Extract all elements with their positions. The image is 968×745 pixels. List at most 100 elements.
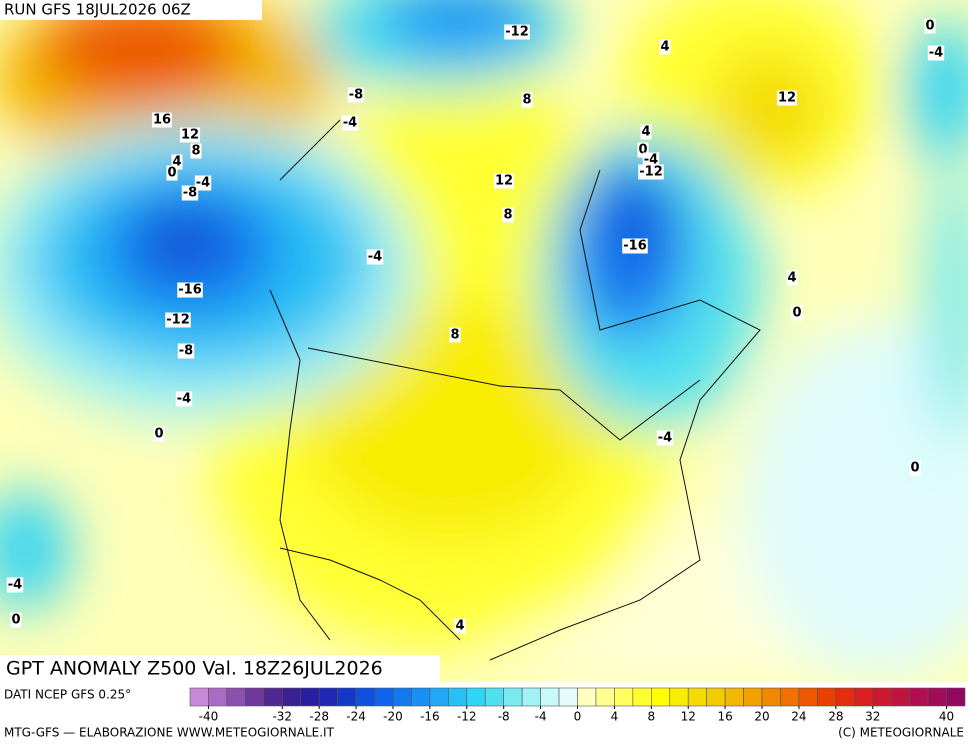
colorbar-tick-label: -28 <box>309 710 329 724</box>
copyright-label: (C) METEOGIORNALE <box>838 726 964 740</box>
contour-label-bg <box>924 18 936 34</box>
colorbar-tick-label: -12 <box>457 710 477 724</box>
contour-label-bg <box>909 460 921 476</box>
contour-label: -12 <box>166 313 190 328</box>
contour-label-bg <box>786 270 798 286</box>
contour-label: 0 <box>792 306 801 321</box>
colorbar-swatch <box>337 687 357 707</box>
contour-label: 8 <box>191 144 200 159</box>
contour-label-bg <box>171 154 183 170</box>
colorbar-swatch <box>724 687 744 707</box>
colorbar-swatch <box>558 687 578 707</box>
contour-label-bg <box>502 207 514 223</box>
contour-label: 4 <box>641 125 650 140</box>
colorbar-tick-label: -8 <box>498 710 510 724</box>
contour-label-bg <box>642 152 660 168</box>
colorbar-swatch <box>226 687 246 707</box>
contour-label: 16 <box>153 113 171 128</box>
colorbar: -40 -32 -28 -24 -20 -16 -12 -8 -4 0 4 8 12 16 20 24 28 32… <box>189 687 966 724</box>
colorbar-swatch <box>355 687 375 707</box>
colorbar-swatch <box>761 687 781 707</box>
colorbar-swatch <box>318 687 338 707</box>
source-label: DATI NCEP GFS 0.25° <box>4 688 131 702</box>
colorbar-tick-label: 8 <box>647 710 655 724</box>
colorbar-swatch <box>872 687 892 707</box>
contour-label: -4 <box>658 431 672 446</box>
colorbar-tick-label: 4 <box>611 710 619 724</box>
map-title: GPT ANOMALY Z500 Val. 18Z26JUL2026 <box>6 658 383 680</box>
contour-label-bg <box>776 90 798 106</box>
contour-label-bg <box>521 92 533 108</box>
colorbar-swatch <box>208 687 228 707</box>
contour-label: 0 <box>167 166 176 181</box>
contour-label: -16 <box>178 283 202 298</box>
contour-label: 12 <box>181 128 199 143</box>
contour-label-bg <box>366 249 384 265</box>
contour-label: -12 <box>639 165 663 180</box>
colorbar-swatch <box>466 687 486 707</box>
colorbar-swatch <box>392 687 412 707</box>
contour-label-bg <box>656 430 674 446</box>
contour-label-bg <box>181 185 199 201</box>
colorbar-tick-label: -20 <box>383 710 403 724</box>
colorbar-swatch <box>890 687 910 707</box>
colorbar-swatch <box>448 687 468 707</box>
contour-label: -16 <box>623 239 647 254</box>
colorbar-swatch <box>540 687 560 707</box>
colorbar-swatch <box>743 687 763 707</box>
contour-label-bg <box>791 305 803 321</box>
contour-label: -4 <box>644 153 658 168</box>
contour-label-bg <box>454 618 466 634</box>
colorbar-tick-label: -16 <box>420 710 440 724</box>
contour-label: 4 <box>660 40 669 55</box>
colorbar-swatch <box>503 687 523 707</box>
colorbar-tick-label: -32 <box>272 710 292 724</box>
contour-label: -4 <box>929 46 943 61</box>
contour-label: 0 <box>154 427 163 442</box>
contour-label: 4 <box>787 271 796 286</box>
contour-label-bg <box>165 312 191 328</box>
colorbar-swatch <box>577 687 597 707</box>
contour-label: -8 <box>349 88 363 103</box>
contour-label: -4 <box>196 176 210 191</box>
contour-label-bg <box>151 112 173 128</box>
contour-label-bg <box>927 45 945 61</box>
colorbar-tick-label: 28 <box>828 710 843 724</box>
contour-label-bg <box>194 175 212 191</box>
contour-label-bg <box>493 173 515 189</box>
colorbar-swatch <box>780 687 800 707</box>
contour-label-bg <box>153 426 165 442</box>
contour-label: -4 <box>8 578 22 593</box>
map-field <box>0 0 968 682</box>
contour-label: 0 <box>638 143 647 158</box>
colorbar-swatch <box>853 687 874 707</box>
contour-label: 12 <box>495 174 513 189</box>
colorbar-swatch <box>263 687 283 707</box>
contour-label-bg <box>179 127 201 143</box>
colorbar-tick-label: -24 <box>346 710 366 724</box>
run-box <box>0 0 262 20</box>
colorbar-swatch <box>484 687 504 707</box>
borders <box>269 119 761 661</box>
colorbar-tick-label: -40 <box>199 710 219 724</box>
contour-label: 8 <box>450 328 459 343</box>
colorbar-swatch <box>632 687 652 707</box>
colorbar-swatch <box>429 687 449 707</box>
colorbar-swatch <box>909 687 929 707</box>
contour-label: 12 <box>778 91 796 106</box>
colorbar-swatch <box>300 687 320 707</box>
contour-label: 0 <box>11 613 20 628</box>
contour-label-bg <box>637 142 649 158</box>
run-label: RUN GFS 18JUL2026 06Z <box>4 1 191 19</box>
contour-label-bg <box>449 327 461 343</box>
contour-label-bg <box>504 24 530 40</box>
contour-label: -4 <box>368 250 382 265</box>
colorbar-swatch <box>374 687 394 707</box>
colorbar-swatch <box>595 687 615 707</box>
colorbar-swatch <box>281 687 302 707</box>
colorbar-swatch <box>946 687 966 707</box>
contour-label-bg <box>659 39 671 55</box>
colorbar-swatch <box>687 687 707 707</box>
